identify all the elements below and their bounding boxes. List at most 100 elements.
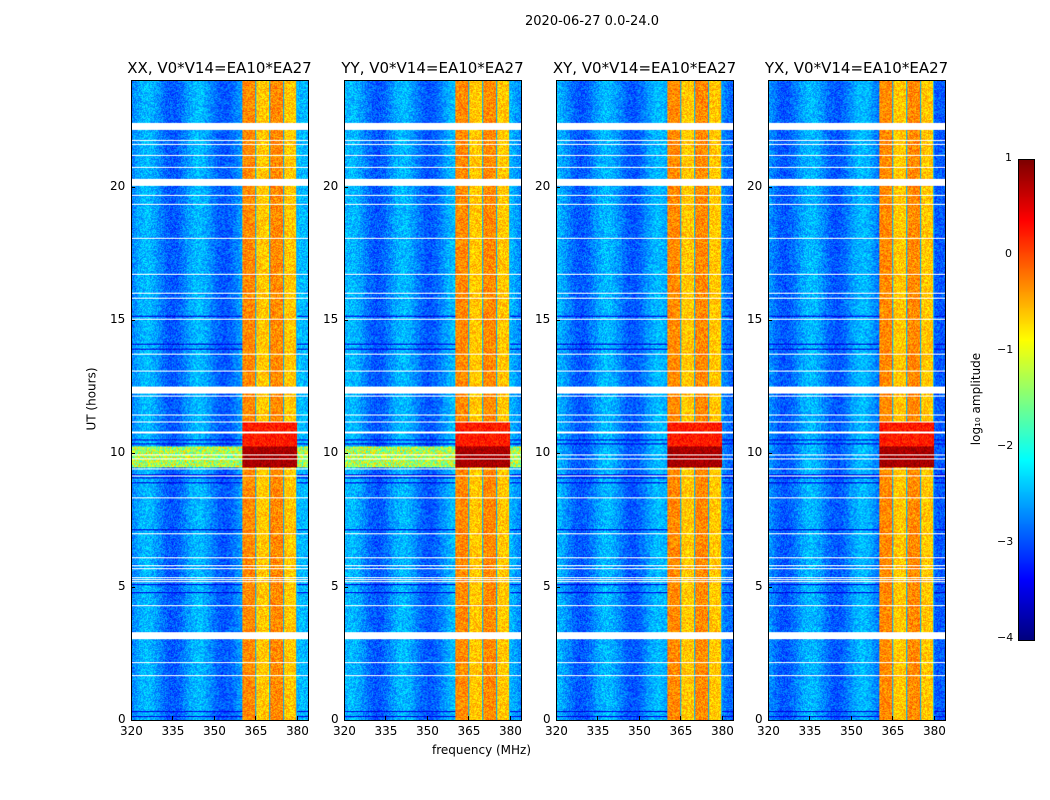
y-tick [556,586,560,588]
y-tick [131,586,135,588]
x-tick [255,716,257,720]
x-tick-label: 320 [333,724,356,738]
x-tick-label: 365 [457,724,481,738]
y-tick-label: 20 [535,178,551,193]
colorbar [1018,159,1035,641]
colorbar-tick-label: −3 [997,535,1014,548]
panel-title: XX, V0*V14=EA10*EA27 [127,59,312,77]
x-tick [597,716,599,720]
x-tick-label: 320 [120,724,143,738]
y-tick-label: 10 [323,445,339,460]
y-tick-label: 15 [110,312,126,326]
x-tick [768,716,769,720]
y-tick-label: 10 [110,445,126,460]
y-tick-label: 5 [118,578,126,593]
y-tick [131,720,135,721]
x-tick-label: 320 [545,724,568,738]
y-tick-label: 15 [747,312,763,326]
y-tick-label: 5 [331,578,339,593]
y-tick [131,320,135,321]
y-tick [344,186,348,188]
x-tick-label: 350 [202,724,226,738]
colorbar-tick-label: −2 [997,439,1014,452]
y-tick-label: 20 [110,178,126,193]
y-tick-label: 20 [747,178,763,193]
colorbar-tick-label: 1 [1005,151,1012,164]
x-tick [172,716,174,720]
heatmap-panel-yx [768,80,946,721]
y-tick-label: 10 [535,445,551,460]
x-tick-label: 365 [669,724,693,738]
x-tick [933,716,935,720]
x-tick [721,716,723,720]
x-tick-label: 320 [757,724,780,738]
x-tick-label: 380 [922,724,946,738]
x-tick [468,716,470,720]
y-tick [768,320,772,321]
x-tick [680,716,682,720]
x-tick [509,716,511,720]
y-tick-label: 0 [755,712,763,726]
x-tick [213,716,215,720]
x-tick-label: 335 [586,724,610,738]
colorbar-tick-label: −1 [997,343,1014,356]
y-tick [556,186,560,188]
y-tick [131,186,135,188]
y-tick-label: 5 [755,578,763,593]
x-tick [809,716,811,720]
x-tick-label: 350 [415,724,439,738]
y-tick [768,186,772,188]
y-tick [344,586,348,588]
heatmap-panel-xx [131,80,309,721]
y-tick-label: 20 [323,178,339,193]
y-tick [344,720,348,721]
x-tick-label: 350 [839,724,863,738]
x-tick-label: 380 [498,724,522,738]
y-tick [556,720,560,721]
colorbar-label: log₁₀ amplitude [969,352,984,446]
x-tick-label: 380 [285,724,309,738]
heatmap-panel-yy [344,80,522,721]
y-tick-label: 5 [543,578,551,593]
figure-title: 2020-06-27 0.0-24.0 [525,14,659,29]
colorbar-tick-label: 0 [1005,247,1012,260]
y-tick-label: 15 [535,312,551,326]
x-tick [556,716,557,720]
y-tick [344,453,348,455]
heatmap-panel-xy [556,80,734,721]
y-tick-label: 15 [323,312,339,326]
y-tick [556,453,560,455]
colorbar-tick-label: −4 [997,631,1014,644]
x-tick-label: 380 [710,724,734,738]
y-axis-label: UT (hours) [84,367,99,431]
x-tick [892,716,894,720]
panel-title: XY, V0*V14=EA10*EA27 [552,59,737,77]
x-tick-label: 365 [244,724,268,738]
y-tick [768,453,772,455]
x-tick [344,716,345,720]
y-tick [344,320,348,321]
x-tick-label: 350 [627,724,651,738]
y-tick-label: 0 [331,712,339,726]
x-axis-label: frequency (MHz) [432,743,532,757]
panel-title: YY, V0*V14=EA10*EA27 [341,59,524,77]
x-tick-label: 335 [374,724,398,738]
y-tick [556,320,560,321]
panel-title: YX, V0*V14=EA10*EA27 [764,59,949,77]
x-tick [850,716,852,720]
x-tick-label: 335 [161,724,185,738]
x-tick [131,716,132,720]
x-tick [385,716,387,720]
y-tick-label: 0 [118,712,126,726]
y-tick-label: 10 [747,445,763,460]
x-tick [638,716,640,720]
y-tick [768,720,772,721]
y-tick [768,586,772,588]
y-tick-label: 0 [543,712,551,726]
x-tick [426,716,428,720]
y-tick [131,453,135,455]
x-tick-label: 365 [881,724,905,738]
x-tick [296,716,298,720]
x-tick-label: 335 [798,724,822,738]
